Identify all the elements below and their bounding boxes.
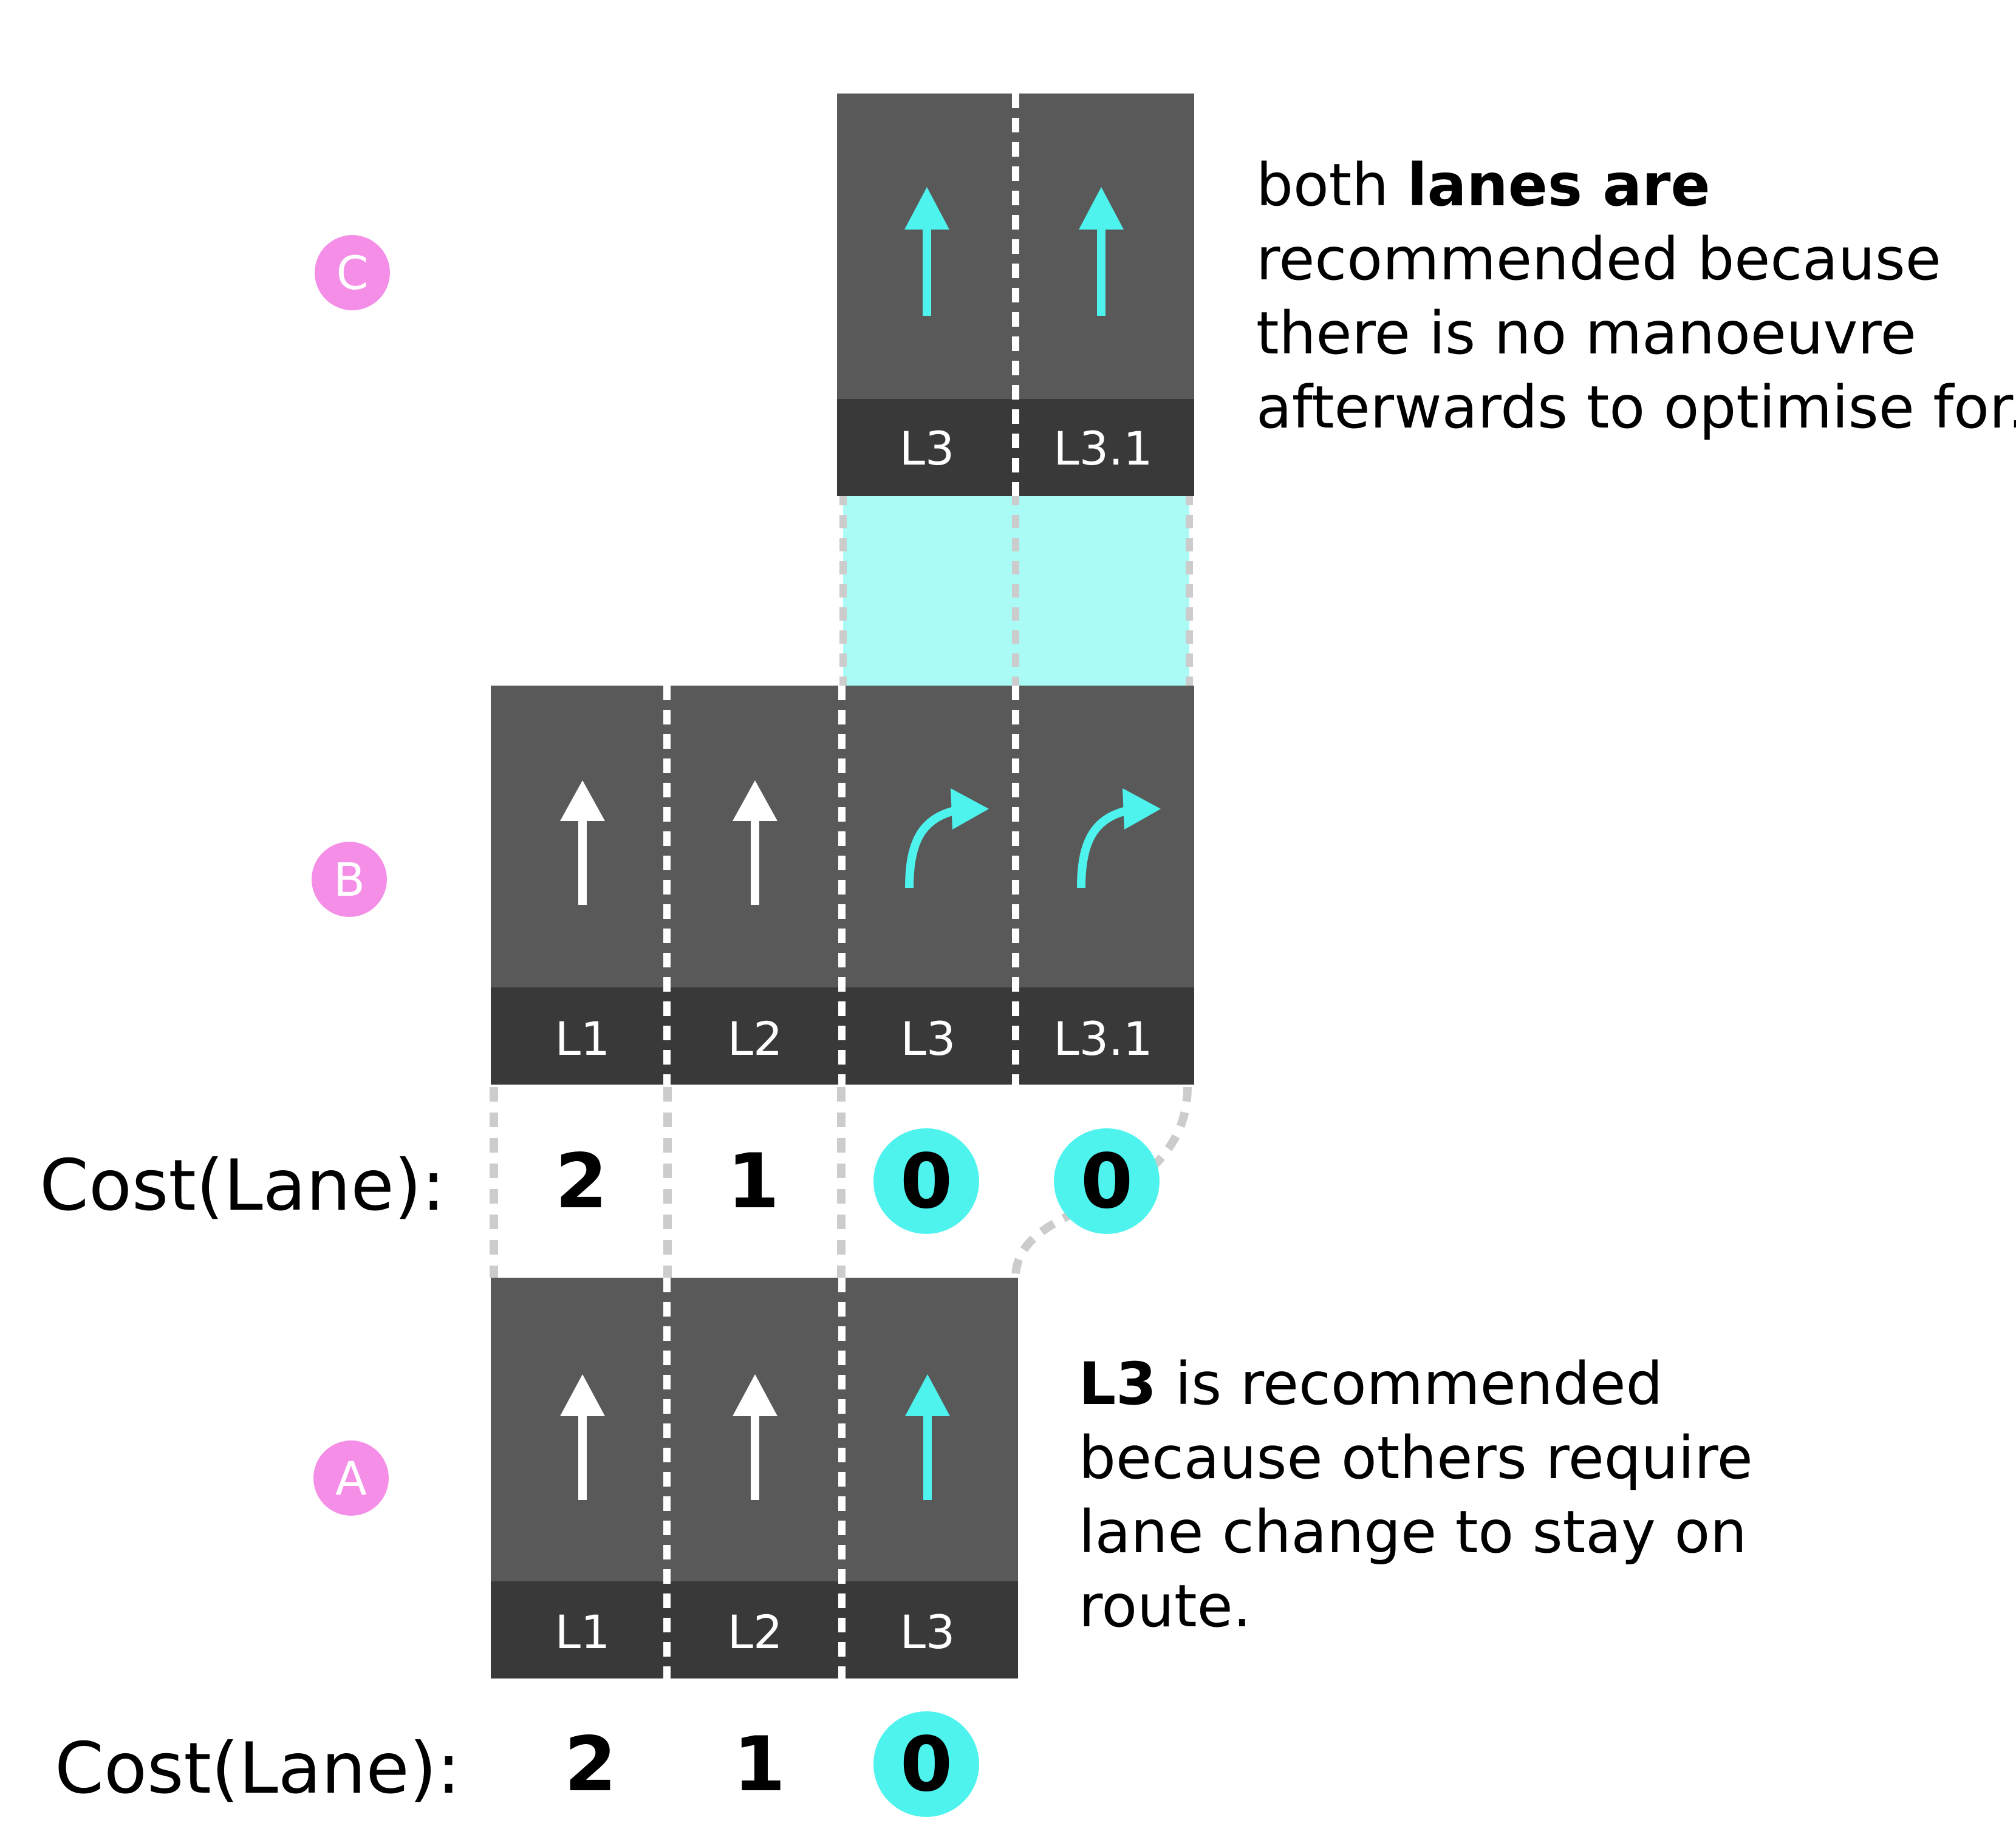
- note-a-line1: L3 is recommended: [1079, 1350, 1663, 1418]
- lane-label-b-l3: L3: [901, 1012, 956, 1066]
- cost-label-a: Cost(Lane):: [55, 1728, 460, 1810]
- label-bar-a: [491, 1581, 1018, 1679]
- note-c-line1: both lanes are: [1256, 151, 1710, 219]
- cost-a-l3-highlight: [873, 1711, 979, 1817]
- badge-b: [312, 842, 387, 917]
- highlight-area-l3: [843, 492, 1016, 687]
- lane-b-l3: [842, 686, 1016, 987]
- lane-label-c-l3-1: L3.1: [1053, 421, 1152, 475]
- straight-arrow-icon: [733, 780, 777, 905]
- section-a: L1 L2 L3 A L3 is recommended because oth…: [313, 1278, 1753, 1679]
- cost-row-b: Cost(Lane): 2 1 0 0: [39, 1128, 1160, 1234]
- cost-b-l3-1: 0: [1081, 1138, 1133, 1225]
- highlight-area-l3-1: [1016, 492, 1189, 687]
- straight-arrow-icon: [1079, 187, 1124, 316]
- section-c: L3 L3.1 C both lanes are recommended bec…: [315, 94, 2016, 687]
- cost-b-l3: 0: [900, 1138, 952, 1225]
- note-c-line2: recommended because: [1256, 225, 1941, 293]
- section-b: L1 L2 L3 L3.1 B: [312, 686, 1194, 1085]
- cost-row-a: Cost(Lane): 2 1 0: [55, 1711, 979, 1817]
- straight-arrow-icon: [560, 1374, 605, 1500]
- note-a-line2: because others require: [1079, 1424, 1753, 1492]
- lane-label-a-l1: L1: [555, 1605, 610, 1659]
- lane-label-a-l2: L2: [728, 1605, 783, 1659]
- cost-b-l3-highlight: [873, 1128, 979, 1234]
- lane-b-l3-1: [1016, 686, 1194, 987]
- curved-right-arrow-icon: [905, 788, 989, 888]
- lane-label-a-l3: L3: [900, 1605, 955, 1659]
- badge-a: [313, 1440, 389, 1516]
- note-a-line3: lane change to stay on: [1079, 1498, 1747, 1566]
- connector-merge: [1011, 1086, 1192, 1278]
- note-a-line4: route.: [1079, 1572, 1251, 1640]
- badge-c: [315, 235, 390, 310]
- curved-right-arrow-icon: [1077, 788, 1161, 888]
- straight-arrow-icon: [560, 780, 605, 905]
- cost-a-l1: 2: [564, 1721, 617, 1808]
- cost-a-l2: 1: [733, 1721, 785, 1808]
- cost-b-l1: 2: [555, 1138, 607, 1225]
- note-c-line4: afterwards to optimise for.: [1256, 373, 2016, 441]
- cost-b-l3-1-highlight: [1054, 1128, 1160, 1234]
- lane-label-b-l2: L2: [728, 1012, 783, 1066]
- connectors-b-a: [490, 1086, 1192, 1278]
- badge-a-label: A: [335, 1451, 367, 1505]
- straight-arrow-icon: [733, 1374, 777, 1500]
- straight-arrow-icon: [904, 187, 949, 316]
- straight-arrow-icon: [905, 1374, 950, 1500]
- badge-b-label: B: [333, 853, 365, 907]
- cost-b-l2: 1: [727, 1138, 779, 1225]
- lane-label-b-l1: L1: [555, 1012, 610, 1066]
- cost-a-l3: 0: [900, 1721, 952, 1808]
- badge-c-label: C: [336, 246, 368, 300]
- note-c-line3: there is no manoeuvre: [1256, 299, 1916, 367]
- cost-label-b: Cost(Lane):: [39, 1145, 445, 1227]
- lane-label-b-l3-1: L3.1: [1053, 1012, 1152, 1066]
- lane-label-c-l3: L3: [900, 421, 955, 475]
